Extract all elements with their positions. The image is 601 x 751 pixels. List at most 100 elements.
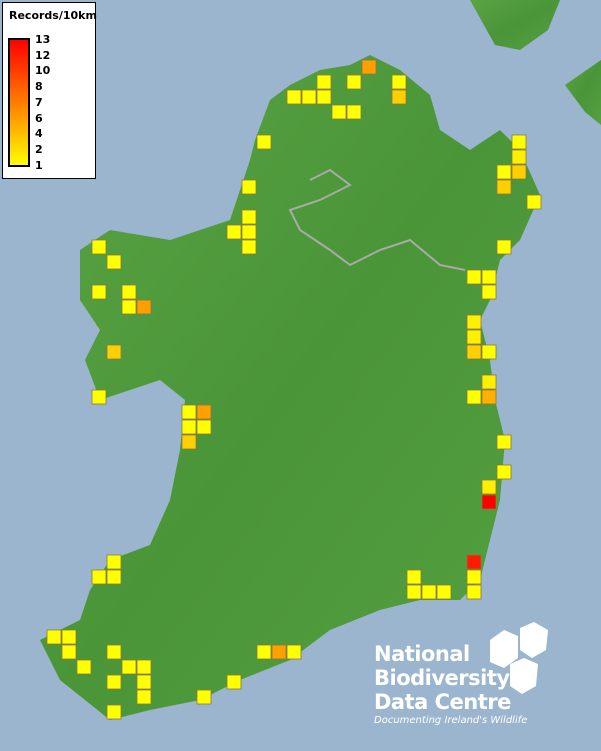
scotland-landmass <box>470 0 560 50</box>
legend-title: Records/10km <box>9 9 97 22</box>
record-square[interactable] <box>256 134 272 150</box>
record-square[interactable] <box>76 659 92 675</box>
legend-tick-label: 13 <box>35 33 51 46</box>
record-square[interactable] <box>121 659 137 675</box>
record-square[interactable] <box>91 239 107 255</box>
record-square[interactable] <box>406 569 422 585</box>
record-square[interactable] <box>286 644 302 660</box>
record-square[interactable] <box>361 59 377 75</box>
record-square[interactable] <box>481 344 497 360</box>
nbdc-logo: National Biodiversity Data Centre Docume… <box>374 622 574 732</box>
record-square[interactable] <box>436 584 452 600</box>
record-square[interactable] <box>226 224 242 240</box>
record-square[interactable] <box>316 89 332 105</box>
record-square[interactable] <box>391 74 407 90</box>
record-square[interactable] <box>241 209 257 225</box>
record-square[interactable] <box>481 284 497 300</box>
border-line <box>288 168 466 271</box>
record-square[interactable] <box>196 689 212 705</box>
record-square[interactable] <box>466 269 482 285</box>
legend-color-ramp <box>8 38 30 167</box>
record-square[interactable] <box>496 239 512 255</box>
record-square[interactable] <box>301 89 317 105</box>
record-square[interactable] <box>496 164 512 180</box>
record-square[interactable] <box>181 419 197 435</box>
record-square[interactable] <box>106 674 122 690</box>
logo-line-3: Data Centre <box>374 690 511 714</box>
record-square[interactable] <box>91 389 107 405</box>
record-square[interactable] <box>61 644 77 660</box>
legend-tick-label: 10 <box>35 64 51 78</box>
record-square[interactable] <box>226 674 242 690</box>
record-square[interactable] <box>91 284 107 300</box>
record-square[interactable] <box>346 104 362 120</box>
legend-tick-label: 7 <box>35 95 43 109</box>
hexagon-icon <box>490 622 548 694</box>
record-square[interactable] <box>241 179 257 195</box>
record-square[interactable] <box>241 224 257 240</box>
record-squares <box>46 59 542 720</box>
record-square[interactable] <box>496 464 512 480</box>
record-square[interactable] <box>481 269 497 285</box>
record-square[interactable] <box>466 389 482 405</box>
record-square[interactable] <box>136 299 152 315</box>
record-square[interactable] <box>106 644 122 660</box>
record-square[interactable] <box>481 479 497 495</box>
record-square[interactable] <box>466 314 482 330</box>
record-square[interactable] <box>481 374 497 390</box>
record-square[interactable] <box>331 104 347 120</box>
record-square[interactable] <box>136 689 152 705</box>
record-square[interactable] <box>61 629 77 645</box>
record-square[interactable] <box>136 659 152 675</box>
record-square[interactable] <box>511 149 527 165</box>
logo-tagline: Documenting Ireland's Wildlife <box>374 715 528 726</box>
logo-line-2: Biodiversity <box>374 666 510 690</box>
logo-line-1: National <box>374 642 470 666</box>
record-square[interactable] <box>91 569 107 585</box>
record-square[interactable] <box>181 404 197 420</box>
record-square[interactable] <box>481 494 497 510</box>
record-square[interactable] <box>256 644 272 660</box>
record-square[interactable] <box>46 629 62 645</box>
record-square[interactable] <box>466 554 482 570</box>
legend: Records/10km 13 12 10 8 7 6 4 2 1 <box>2 2 97 179</box>
record-square[interactable] <box>136 674 152 690</box>
record-square[interactable] <box>421 584 437 600</box>
record-square[interactable] <box>466 329 482 345</box>
legend-tick-label: 12 <box>35 48 51 62</box>
record-square[interactable] <box>511 134 527 150</box>
record-square[interactable] <box>106 344 122 360</box>
record-square[interactable] <box>466 344 482 360</box>
record-square[interactable] <box>466 569 482 585</box>
record-square[interactable] <box>496 179 512 195</box>
record-square[interactable] <box>181 434 197 450</box>
scotland-landmass <box>565 60 601 125</box>
legend-tick-label: 6 <box>35 111 43 125</box>
record-square[interactable] <box>496 434 512 450</box>
record-square[interactable] <box>466 584 482 600</box>
record-square[interactable] <box>121 284 137 300</box>
record-square[interactable] <box>106 569 122 585</box>
record-square[interactable] <box>391 89 407 105</box>
record-square[interactable] <box>106 554 122 570</box>
record-square[interactable] <box>286 89 302 105</box>
record-square[interactable] <box>271 644 287 660</box>
record-square[interactable] <box>316 74 332 90</box>
record-square[interactable] <box>406 584 422 600</box>
record-square[interactable] <box>106 254 122 270</box>
record-square[interactable] <box>481 389 497 405</box>
ireland-landmass <box>40 55 540 720</box>
record-square[interactable] <box>121 299 137 315</box>
record-square[interactable] <box>346 74 362 90</box>
record-square[interactable] <box>106 704 122 720</box>
legend-tick-label: 4 <box>35 127 43 141</box>
record-square[interactable] <box>241 239 257 255</box>
legend-tick-label: 1 <box>35 158 43 172</box>
record-square[interactable] <box>511 164 527 180</box>
record-square[interactable] <box>196 419 212 435</box>
legend-tick-label: 8 <box>35 80 43 94</box>
legend-tick-label: 2 <box>35 142 43 156</box>
record-square[interactable] <box>526 194 542 210</box>
record-square[interactable] <box>196 404 212 420</box>
